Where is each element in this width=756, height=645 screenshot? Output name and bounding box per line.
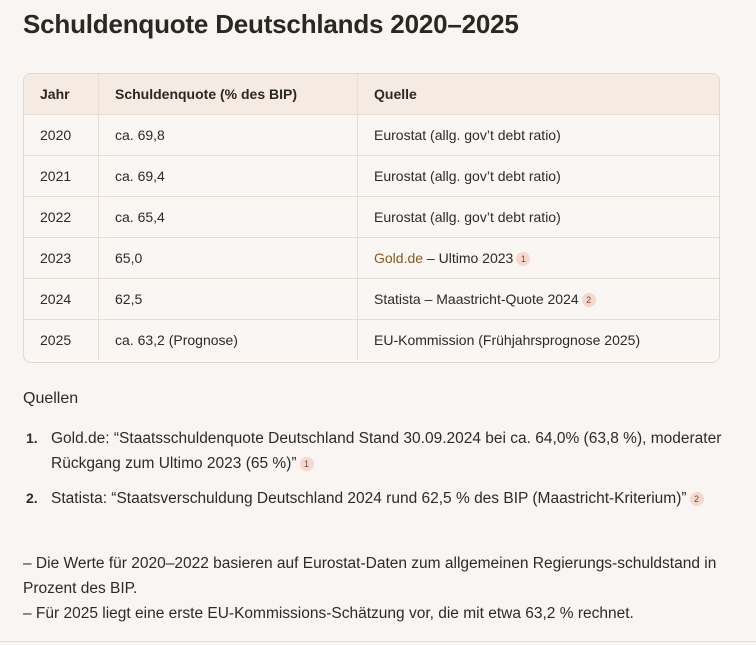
cell-source: Eurostat (allg. gov’t debt ratio) [357, 196, 719, 238]
source-text: Gold.de: “Staatsschuldenquote Deutschlan… [51, 430, 722, 472]
source-link[interactable]: Gold.de [374, 250, 424, 266]
notes: – Die Werte für 2020–2022 basieren auf E… [23, 551, 733, 626]
cell-source: Statista – Maastricht-Quote 2024 2 [357, 278, 719, 320]
source-item: 1. Gold.de: “Staatsschuldenquote Deutschl… [23, 426, 723, 476]
table-row: 2020 ca. 69,8 Eurostat (allg. gov’t debt r… [24, 114, 719, 156]
cell-year: 2020 [24, 114, 99, 156]
cell-quota: ca. 65,4 [98, 196, 358, 238]
source-item: 2. Statista: “Staatsverschuldung Deutschl… [23, 486, 723, 511]
citation-badge[interactable]: 2 [581, 293, 596, 307]
cell-source: Gold.de – Ultimo 2023 1 [357, 237, 719, 279]
cell-quota: ca. 69,8 [98, 114, 358, 156]
cell-year: 2024 [24, 278, 99, 320]
table-row: 2023 65,0 Gold.de – Ultimo 2023 1 [24, 237, 719, 279]
cell-year: 2022 [24, 196, 99, 238]
cell-year: 2023 [24, 237, 99, 279]
source-text: Eurostat (allg. gov’t debt ratio) [374, 168, 561, 184]
header-year: Jahr [24, 74, 99, 115]
source-text: – Ultimo 2023 [423, 250, 514, 266]
citation-badge[interactable]: 1 [299, 457, 314, 471]
cell-source: Eurostat (allg. gov’t debt ratio) [357, 155, 719, 197]
divider [0, 641, 756, 642]
cell-quota: 62,5 [98, 278, 358, 320]
note-line: – Die Werte für 2020–2022 basieren auf E… [23, 555, 717, 597]
cell-quota: 65,0 [98, 237, 358, 279]
header-source: Quelle [357, 74, 719, 115]
table-header-row: Jahr Schuldenquote (% des BIP) Quelle [24, 74, 719, 115]
source-text: EU-Kommission (Frühjahrsprognose 2025) [374, 332, 641, 348]
cell-source: EU-Kommission (Frühjahrsprognose 2025) [358, 320, 720, 361]
debt-table-container: Jahr Schuldenquote (% des BIP) Quelle 20… [23, 73, 720, 363]
citation-badge[interactable]: 1 [516, 252, 531, 266]
source-text: Statista – Maastricht-Quote 2024 [374, 291, 579, 307]
table-row: 2022 ca. 65,4 Eurostat (allg. gov’t debt r… [24, 196, 719, 238]
debt-table: Jahr Schuldenquote (% des BIP) Quelle 20… [24, 74, 719, 360]
source-number: 1. [26, 430, 38, 446]
source-text: Eurostat (allg. gov’t debt ratio) [374, 209, 561, 225]
cell-year: 2025 [24, 319, 99, 360]
sources-heading: Quellen [23, 390, 79, 407]
table-row: 2021 ca. 69,4 Eurostat (allg. gov’t debt r… [24, 155, 719, 197]
table-row: 2024 62,5 Statista – Maastricht-Quote 2024… [24, 278, 719, 320]
page-title: Schuldenquote Deutschlands 2020–2025 [23, 9, 519, 39]
note-line: – Für 2025 liegt eine erste EU-Kommissio… [23, 605, 634, 622]
sources-list: 1. Gold.de: “Staatsschuldenquote Deutschl… [23, 426, 723, 521]
cell-source: Eurostat (allg. gov’t debt ratio) [357, 114, 719, 156]
source-text: Statista: “Staatsverschuldung Deutschlan… [51, 490, 687, 507]
cell-quota: ca. 69,4 [98, 155, 358, 197]
cell-year: 2021 [24, 155, 99, 197]
table-row: 2025 ca. 63,2 (Prognose) EU-Kommission (Fr… [24, 319, 720, 361]
citation-badge[interactable]: 2 [689, 492, 704, 506]
source-text: Eurostat (allg. gov’t debt ratio) [374, 127, 561, 143]
header-quota: Schuldenquote (% des BIP) [98, 74, 358, 115]
cell-quota: ca. 63,2 (Prognose) [98, 319, 358, 360]
source-number: 2. [26, 490, 38, 506]
